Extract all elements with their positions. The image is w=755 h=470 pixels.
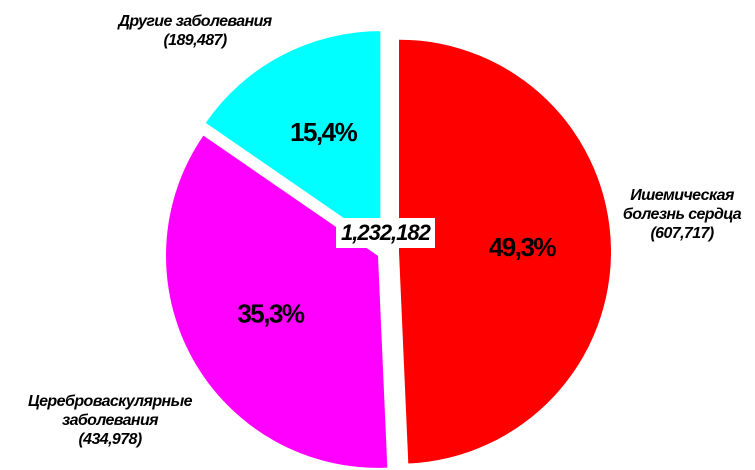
slice-percent-label: 49,3%: [489, 232, 557, 262]
pie-slice: [205, 31, 381, 244]
count-label: (434,978): [78, 431, 142, 448]
total-label: 1,232,182: [336, 218, 435, 248]
slice-label: Цереброваскулярные заболевания (434,978): [0, 392, 220, 449]
category-name: Цереброваскулярные заболевания: [28, 393, 193, 429]
slice-percent-label: 15,4%: [290, 117, 358, 147]
slice-label: Другие заболевания (189,487): [95, 12, 295, 50]
slice-percent-label: 35,3%: [237, 298, 305, 328]
category-name: Ишемическая болезнь сердца: [622, 187, 742, 223]
count-label: (607,717): [650, 225, 714, 242]
pie-slice: [166, 135, 388, 468]
count-label: (189,487): [163, 32, 227, 49]
slice-label: Ишемическая болезнь сердца (607,717): [612, 186, 752, 243]
pie-slice: [398, 39, 611, 464]
category-name: Другие заболевания: [118, 13, 272, 30]
